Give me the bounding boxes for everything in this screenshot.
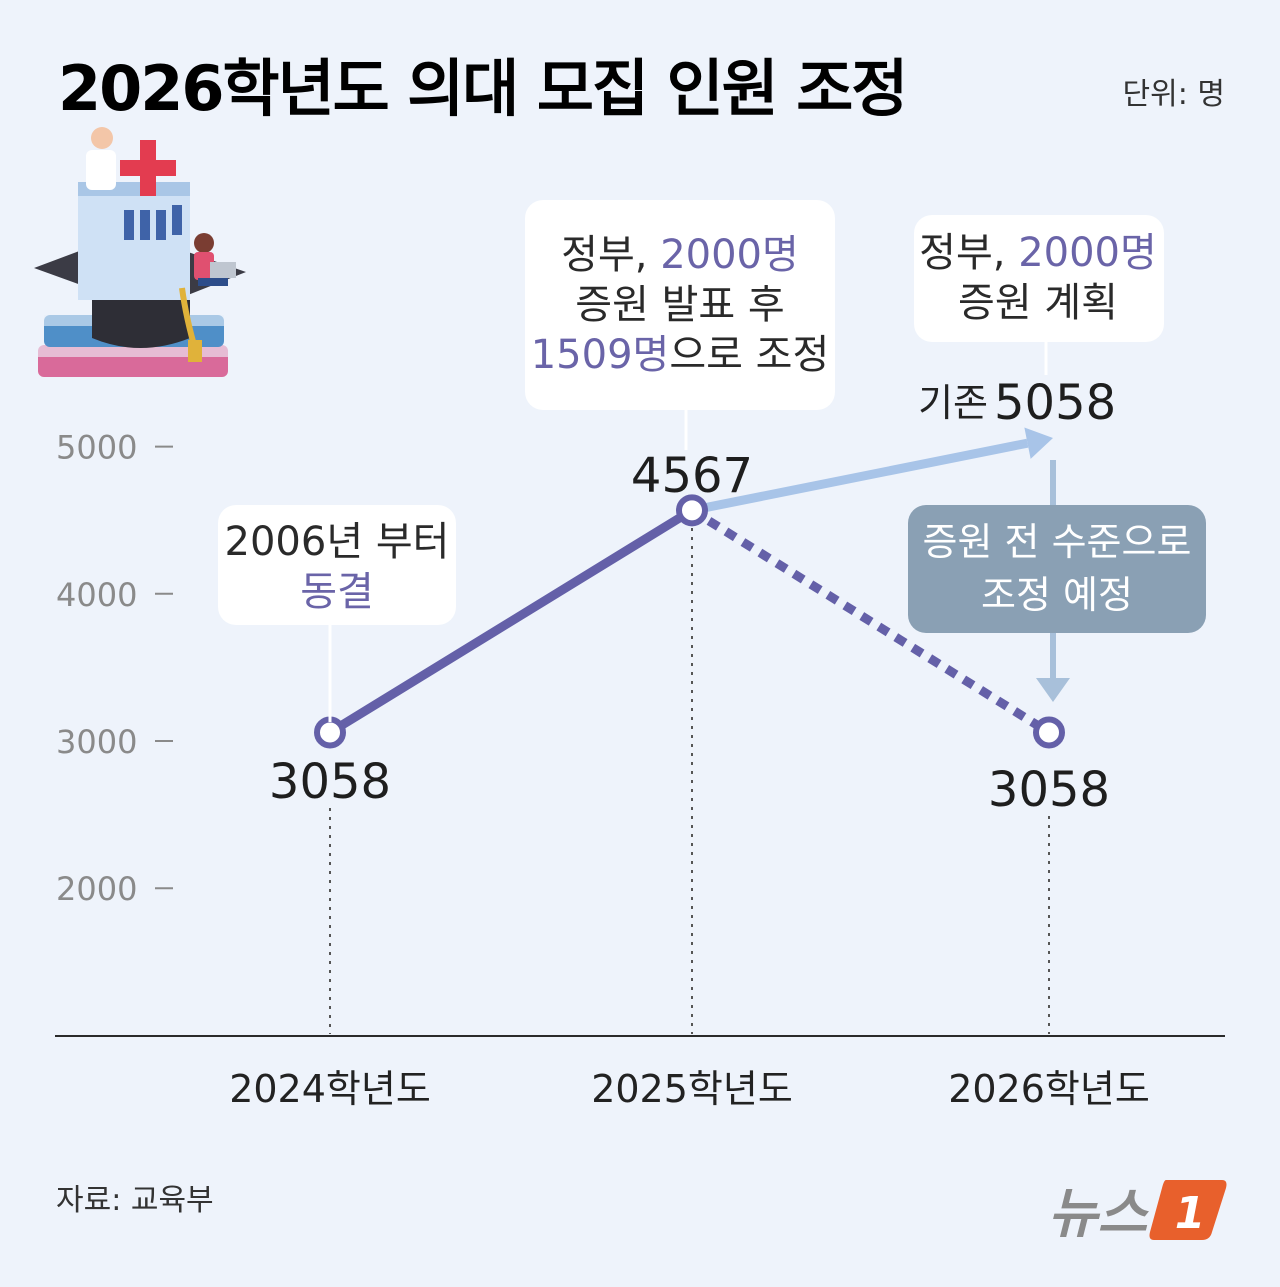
y-tick-label: 5000: [56, 429, 137, 467]
arrow-line-original: [691, 438, 1029, 515]
unit-label: 단위: 명: [1123, 77, 1225, 112]
freeze-line2: 동결: [300, 569, 374, 615]
news1-logo: 뉴스 1: [1048, 1180, 1227, 1245]
annotation-revert: 증원 전 수준으로 조정 예정: [908, 460, 1206, 702]
revert-line1: 증원 전 수준으로: [923, 520, 1192, 564]
value-label-2025: 4567: [631, 448, 753, 504]
y-tick-label: 3000: [56, 723, 137, 761]
value-label-2026: 3058: [988, 762, 1110, 818]
x-tick-label: 2024학년도: [229, 1067, 431, 1111]
original-value: 5058: [994, 375, 1116, 431]
adjust-line2: 증원 발표 후: [575, 282, 784, 328]
series-line-dashed: [689, 506, 1052, 737]
arrow-head: [1024, 427, 1053, 459]
adjust-line1: 정부, 2000명: [561, 232, 799, 278]
x-tick-label: 2026학년도: [948, 1067, 1150, 1111]
x-axis-labels: 2024학년도 2025학년도 2026학년도: [229, 1067, 1150, 1111]
plan-line1: 정부, 2000명: [919, 230, 1157, 276]
guide-lines: [329, 510, 1050, 1034]
annotation-freeze: 2006년 부터 동결: [218, 505, 456, 722]
data-point: [314, 716, 346, 749]
revert-line2: 조정 예정: [981, 573, 1133, 617]
y-tick-label: 4000: [56, 576, 137, 614]
adjust-line3: 1509명으로 조정: [531, 332, 830, 378]
data-point: [676, 494, 708, 527]
annotation-original: 기존 5058: [918, 375, 1116, 431]
series-line-solid: [325, 505, 697, 737]
plan-line2: 증원 계획: [958, 280, 1118, 326]
value-label-2024: 3058: [269, 754, 391, 810]
source-label: 자료: 교육부: [56, 1183, 214, 1218]
y-tick-label: 2000: [56, 870, 137, 908]
x-tick-label: 2025학년도: [591, 1067, 793, 1111]
freeze-line1: 2006년 부터: [225, 519, 450, 565]
original-prefix: 기존: [918, 381, 988, 425]
logo-number: 1: [1175, 1188, 1206, 1239]
data-point: [1033, 716, 1065, 749]
logo-text: 뉴스: [1048, 1182, 1150, 1245]
chart-title: 2026학년도 의대 모집 인원 조정: [58, 52, 906, 125]
y-axis: 2000 3000 4000 5000: [56, 429, 173, 908]
annotation-adjust: 정부, 2000명 증원 발표 후 1509명으로 조정: [525, 200, 835, 450]
annotation-plan: 정부, 2000명 증원 계획: [914, 215, 1164, 375]
hospital-illustration-icon: [34, 127, 246, 377]
